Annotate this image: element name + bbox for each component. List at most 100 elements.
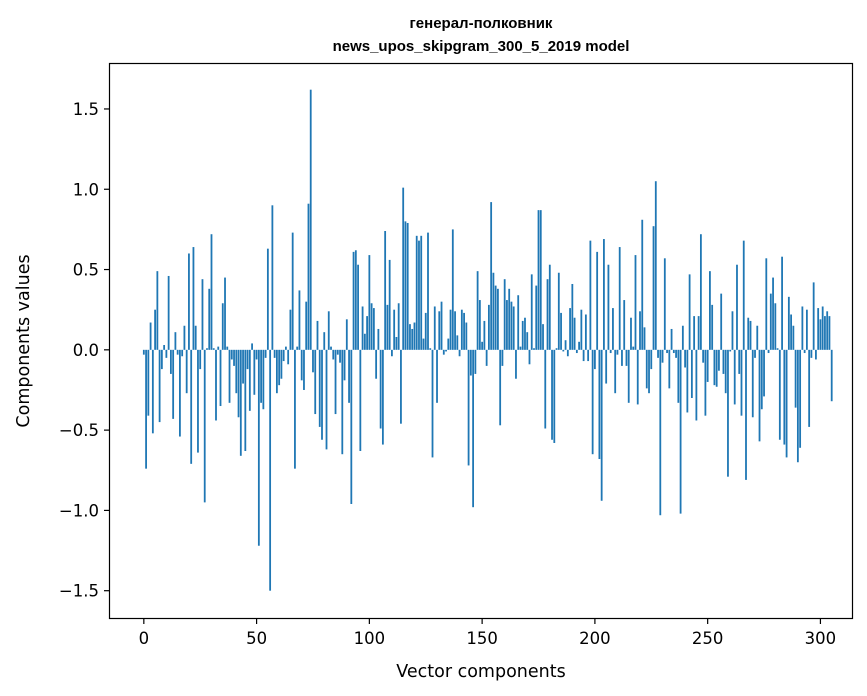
bar	[616, 349, 619, 355]
bar	[433, 306, 436, 350]
bar	[233, 349, 235, 366]
bar	[524, 317, 526, 350]
bar	[657, 349, 659, 358]
bar	[379, 349, 382, 429]
bar	[503, 279, 506, 350]
bar	[542, 324, 544, 350]
bar	[580, 309, 583, 350]
bar	[458, 349, 461, 357]
bar	[388, 259, 391, 350]
bar	[528, 349, 531, 365]
bar	[650, 349, 653, 370]
bar	[639, 311, 641, 350]
bar	[526, 332, 529, 350]
x-tick-label: 100	[354, 629, 386, 648]
bar	[278, 349, 281, 386]
bar	[736, 264, 738, 350]
bar	[469, 349, 472, 376]
bar	[738, 349, 741, 374]
bar	[648, 349, 650, 394]
bar	[165, 349, 168, 358]
bar	[508, 288, 511, 350]
bar	[677, 349, 680, 403]
bar	[424, 312, 427, 350]
bar	[499, 349, 502, 426]
bar	[675, 349, 677, 358]
bar	[149, 322, 152, 350]
bar	[722, 349, 725, 374]
bar	[352, 251, 355, 350]
bar	[492, 272, 495, 350]
y-tick-label: −1.0	[59, 501, 99, 520]
bar	[654, 181, 657, 350]
bar	[796, 349, 799, 463]
bar	[154, 309, 156, 350]
bar	[427, 232, 429, 350]
bar	[255, 349, 258, 360]
bar	[372, 308, 375, 350]
bar	[386, 304, 389, 350]
bar	[483, 320, 486, 350]
bar	[431, 349, 434, 458]
bar	[485, 349, 488, 366]
bar	[174, 332, 177, 350]
bar	[169, 349, 172, 374]
bar	[147, 349, 150, 416]
bar	[537, 210, 540, 350]
bar	[693, 316, 696, 350]
bar	[291, 232, 294, 350]
bar	[269, 349, 272, 591]
bar	[343, 349, 346, 381]
bar	[415, 235, 418, 350]
bar	[630, 317, 632, 350]
bar	[330, 346, 332, 350]
bar	[699, 234, 702, 350]
bar	[327, 311, 330, 350]
bar	[282, 349, 285, 362]
bar	[296, 346, 299, 350]
bar	[695, 349, 698, 421]
bar	[614, 349, 617, 394]
bar	[230, 349, 233, 360]
bar	[235, 349, 238, 394]
bar	[747, 317, 750, 350]
bar	[397, 303, 400, 350]
bar	[643, 327, 646, 350]
bar	[203, 349, 206, 503]
bar	[713, 349, 716, 386]
bar	[519, 346, 522, 350]
y-tick-label: −0.5	[59, 421, 99, 440]
bar	[465, 322, 468, 350]
x-tick-label: 50	[246, 629, 267, 648]
bar	[711, 304, 714, 350]
bar	[321, 349, 323, 440]
bar	[257, 349, 260, 546]
bar	[445, 349, 447, 352]
bar	[612, 308, 614, 350]
bar	[688, 274, 691, 350]
bar	[188, 253, 190, 350]
bar	[765, 258, 768, 350]
bar	[632, 346, 635, 350]
bar	[183, 325, 186, 350]
bar	[562, 349, 565, 352]
bar	[266, 248, 269, 350]
bar	[413, 322, 416, 350]
bar	[535, 285, 538, 350]
bar	[663, 258, 666, 350]
bar	[830, 349, 833, 402]
bar	[821, 306, 824, 350]
bar	[481, 341, 484, 350]
bar	[790, 314, 792, 350]
bar	[224, 277, 226, 350]
bar	[533, 348, 535, 350]
bar	[808, 349, 811, 427]
bar	[307, 203, 310, 350]
bar	[158, 349, 161, 423]
bar	[190, 349, 193, 464]
bar	[460, 309, 463, 350]
bar	[377, 328, 380, 350]
bar	[440, 301, 443, 350]
bar	[817, 308, 820, 350]
bar	[451, 229, 454, 350]
